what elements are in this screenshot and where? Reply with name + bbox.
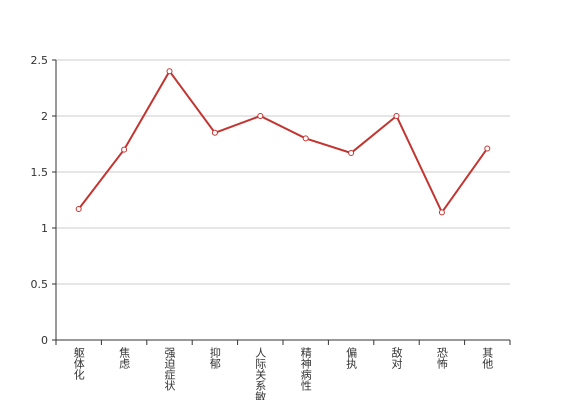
x-tick-label: 精神病性 bbox=[299, 347, 312, 392]
x-tick-label: 偏执 bbox=[345, 346, 358, 370]
point bbox=[393, 113, 400, 119]
point bbox=[121, 146, 128, 153]
point bbox=[438, 209, 445, 216]
x-tick-label: 焦虑 bbox=[118, 347, 131, 369]
x-tick-label: 其他 bbox=[481, 347, 494, 369]
point bbox=[75, 205, 82, 212]
line bbox=[77, 69, 489, 215]
x-tick-label: 躯体化 bbox=[72, 347, 85, 381]
point bbox=[211, 129, 218, 136]
x-tick-label: 恐怖 bbox=[435, 347, 448, 369]
y-tick-label: 2 bbox=[41, 110, 48, 123]
x-tick-label: 人际关系敏感 bbox=[254, 347, 267, 400]
y-tick-label: 2.5 bbox=[31, 54, 49, 67]
point bbox=[302, 135, 309, 142]
x-tick-label: 敌对 bbox=[390, 346, 403, 369]
y-tick-label: 1 bbox=[41, 222, 48, 235]
point bbox=[348, 149, 355, 156]
x-tick-label: 抑郁 bbox=[208, 346, 221, 369]
y-tick-label: 0 bbox=[41, 334, 48, 347]
point bbox=[484, 145, 491, 152]
x-tick-label: 强迫症状 bbox=[163, 347, 176, 391]
y-tick-label: 0.5 bbox=[31, 278, 49, 291]
point bbox=[166, 68, 173, 75]
point bbox=[257, 113, 264, 119]
y-tick-label: 1.5 bbox=[31, 166, 49, 179]
